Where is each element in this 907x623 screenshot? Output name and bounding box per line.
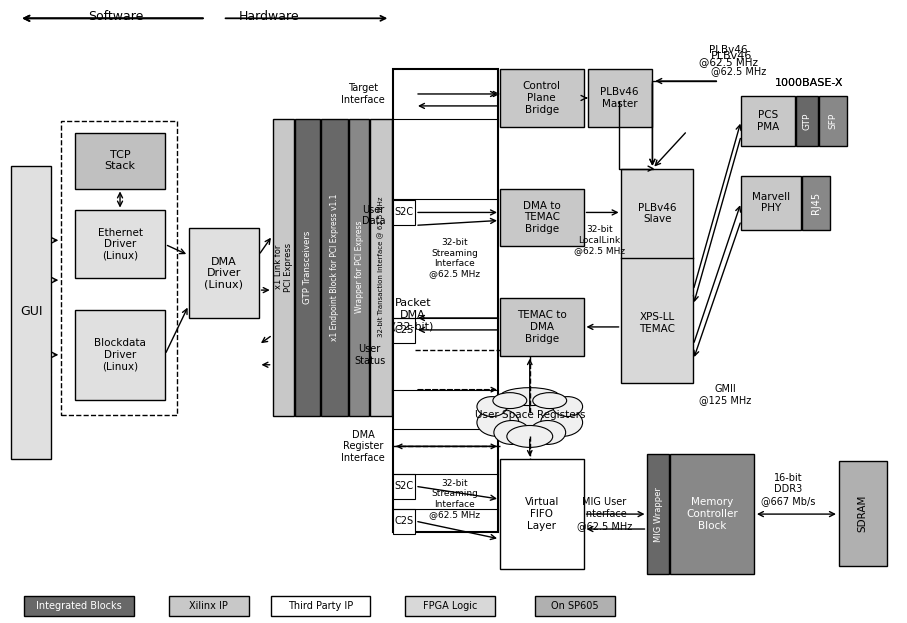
Bar bbox=[394, 318, 415, 343]
Bar bbox=[819, 96, 847, 146]
Text: Software: Software bbox=[88, 10, 143, 23]
Bar bbox=[535, 596, 615, 616]
Text: GTP: GTP bbox=[803, 112, 812, 130]
Bar bbox=[75, 211, 165, 278]
Text: DMA
Driver
(Linux): DMA Driver (Linux) bbox=[204, 257, 243, 290]
Text: MIG Wrapper: MIG Wrapper bbox=[654, 487, 663, 541]
Text: PLBv46
Master: PLBv46 Master bbox=[600, 87, 639, 109]
Ellipse shape bbox=[532, 392, 567, 409]
Bar bbox=[24, 596, 134, 616]
Text: Xilinx IP: Xilinx IP bbox=[190, 601, 229, 611]
Text: Memory
Controller
Block: Memory Controller Block bbox=[687, 498, 738, 531]
Text: User
Status: User Status bbox=[354, 344, 385, 366]
Text: PLBv46
Slave: PLBv46 Slave bbox=[639, 202, 677, 224]
Text: SFP: SFP bbox=[828, 113, 837, 129]
Text: Ethernet
Driver
(Linux): Ethernet Driver (Linux) bbox=[98, 227, 142, 261]
Ellipse shape bbox=[477, 397, 507, 417]
Bar bbox=[500, 69, 583, 127]
Ellipse shape bbox=[477, 409, 519, 437]
Text: 1000BASE-X: 1000BASE-X bbox=[775, 78, 844, 88]
Text: TCP
Stack: TCP Stack bbox=[104, 150, 135, 171]
Bar bbox=[273, 119, 295, 416]
Ellipse shape bbox=[483, 394, 577, 435]
Ellipse shape bbox=[541, 409, 582, 437]
Text: Integrated Blocks: Integrated Blocks bbox=[36, 601, 122, 611]
Bar bbox=[370, 119, 392, 416]
Ellipse shape bbox=[530, 421, 566, 444]
Text: Marvell
PHY: Marvell PHY bbox=[752, 192, 790, 213]
Text: PLBv46
@62.5 MHz: PLBv46 @62.5 MHz bbox=[699, 45, 758, 67]
Bar bbox=[500, 189, 583, 246]
Bar bbox=[189, 229, 258, 318]
Ellipse shape bbox=[507, 426, 552, 447]
Bar bbox=[648, 454, 669, 574]
Text: Target
Interface: Target Interface bbox=[341, 83, 385, 105]
Bar bbox=[588, 69, 652, 127]
Bar bbox=[349, 119, 369, 416]
Bar bbox=[405, 596, 495, 616]
Text: Third Party IP: Third Party IP bbox=[288, 601, 353, 611]
Text: PCS
PMA: PCS PMA bbox=[757, 110, 779, 131]
Bar bbox=[12, 166, 51, 459]
Bar bbox=[500, 298, 583, 356]
Text: SDRAM: SDRAM bbox=[858, 495, 868, 532]
Bar bbox=[741, 96, 795, 146]
Text: x1 Link for
PCI Express: x1 Link for PCI Express bbox=[274, 242, 293, 292]
Text: Hardware: Hardware bbox=[239, 10, 299, 23]
Bar bbox=[839, 461, 887, 566]
Text: On SP605: On SP605 bbox=[551, 601, 599, 611]
Text: Packet
DMA
(32-bit): Packet DMA (32-bit) bbox=[393, 298, 434, 331]
Bar bbox=[802, 176, 830, 231]
Bar bbox=[394, 474, 415, 499]
Text: GMII
@125 MHz: GMII @125 MHz bbox=[699, 384, 752, 406]
Bar bbox=[61, 121, 177, 414]
Bar bbox=[621, 169, 693, 383]
Text: 1000BASE-X: 1000BASE-X bbox=[775, 78, 844, 88]
Text: 32-bit
Streaming
Interface
@62.5 MHz: 32-bit Streaming Interface @62.5 MHz bbox=[429, 479, 481, 519]
Bar bbox=[500, 459, 583, 569]
Text: DMA to
TEMAC
Bridge: DMA to TEMAC Bridge bbox=[522, 201, 561, 234]
Text: Control
Plane
Bridge: Control Plane Bridge bbox=[522, 82, 561, 115]
Ellipse shape bbox=[500, 388, 560, 406]
Bar bbox=[75, 133, 165, 189]
Bar bbox=[670, 454, 754, 574]
Text: GUI: GUI bbox=[20, 305, 43, 318]
Text: S2C: S2C bbox=[395, 207, 414, 217]
Ellipse shape bbox=[494, 421, 530, 444]
Ellipse shape bbox=[493, 392, 527, 409]
Bar bbox=[741, 176, 801, 231]
Bar bbox=[296, 119, 320, 416]
Text: Virtual
FIFO
Layer: Virtual FIFO Layer bbox=[524, 498, 559, 531]
Bar bbox=[321, 119, 348, 416]
Text: XPS-LL
TEMAC: XPS-LL TEMAC bbox=[639, 312, 676, 334]
Bar bbox=[394, 509, 415, 534]
Text: GTP Transceivers: GTP Transceivers bbox=[303, 231, 312, 304]
Text: DMA
Register
Interface: DMA Register Interface bbox=[341, 430, 385, 463]
Text: FPGA Logic: FPGA Logic bbox=[423, 601, 477, 611]
Text: User Space Registers: User Space Registers bbox=[474, 409, 585, 419]
Bar bbox=[270, 596, 370, 616]
Text: MIG User
Interface
@62.5 MHz: MIG User Interface @62.5 MHz bbox=[577, 498, 632, 531]
Text: x1 Endpoint Block for PCI Express v1.1: x1 Endpoint Block for PCI Express v1.1 bbox=[330, 194, 339, 341]
Text: C2S: C2S bbox=[395, 325, 414, 335]
Text: @62.5 MHz: @62.5 MHz bbox=[711, 66, 766, 76]
Text: 32-bit Transaction Interface @ 62.5 MHz: 32-bit Transaction Interface @ 62.5 MHz bbox=[378, 197, 385, 338]
Text: PLBv46: PLBv46 bbox=[711, 51, 753, 61]
Text: RJ45: RJ45 bbox=[811, 191, 821, 214]
Text: User
Data: User Data bbox=[362, 204, 385, 226]
Text: 32-bit
LocalLink
@62.5 MHz: 32-bit LocalLink @62.5 MHz bbox=[574, 226, 625, 255]
Text: Wrapper for PCI Express: Wrapper for PCI Express bbox=[355, 221, 364, 313]
Bar bbox=[169, 596, 249, 616]
Ellipse shape bbox=[552, 397, 582, 417]
Bar bbox=[394, 69, 498, 532]
Bar bbox=[394, 201, 415, 226]
Bar bbox=[796, 96, 818, 146]
Text: C2S: C2S bbox=[395, 516, 414, 526]
Text: S2C: S2C bbox=[395, 481, 414, 491]
Bar bbox=[75, 310, 165, 399]
Text: 16-bit
DDR3
@667 Mb/s: 16-bit DDR3 @667 Mb/s bbox=[761, 473, 815, 506]
Text: TEMAC to
DMA
Bridge: TEMAC to DMA Bridge bbox=[517, 310, 567, 343]
Text: Blockdata
Driver
(Linux): Blockdata Driver (Linux) bbox=[94, 338, 146, 371]
Text: 32-bit
Streaming
Interface
@62.5 MHz: 32-bit Streaming Interface @62.5 MHz bbox=[429, 238, 481, 278]
